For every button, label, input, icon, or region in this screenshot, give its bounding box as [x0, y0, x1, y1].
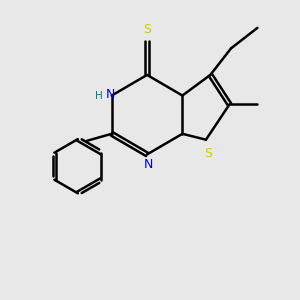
- Text: H: H: [94, 91, 102, 100]
- Text: S: S: [143, 23, 151, 36]
- Text: N: N: [106, 88, 115, 100]
- Text: S: S: [204, 147, 212, 160]
- Text: N: N: [144, 158, 153, 171]
